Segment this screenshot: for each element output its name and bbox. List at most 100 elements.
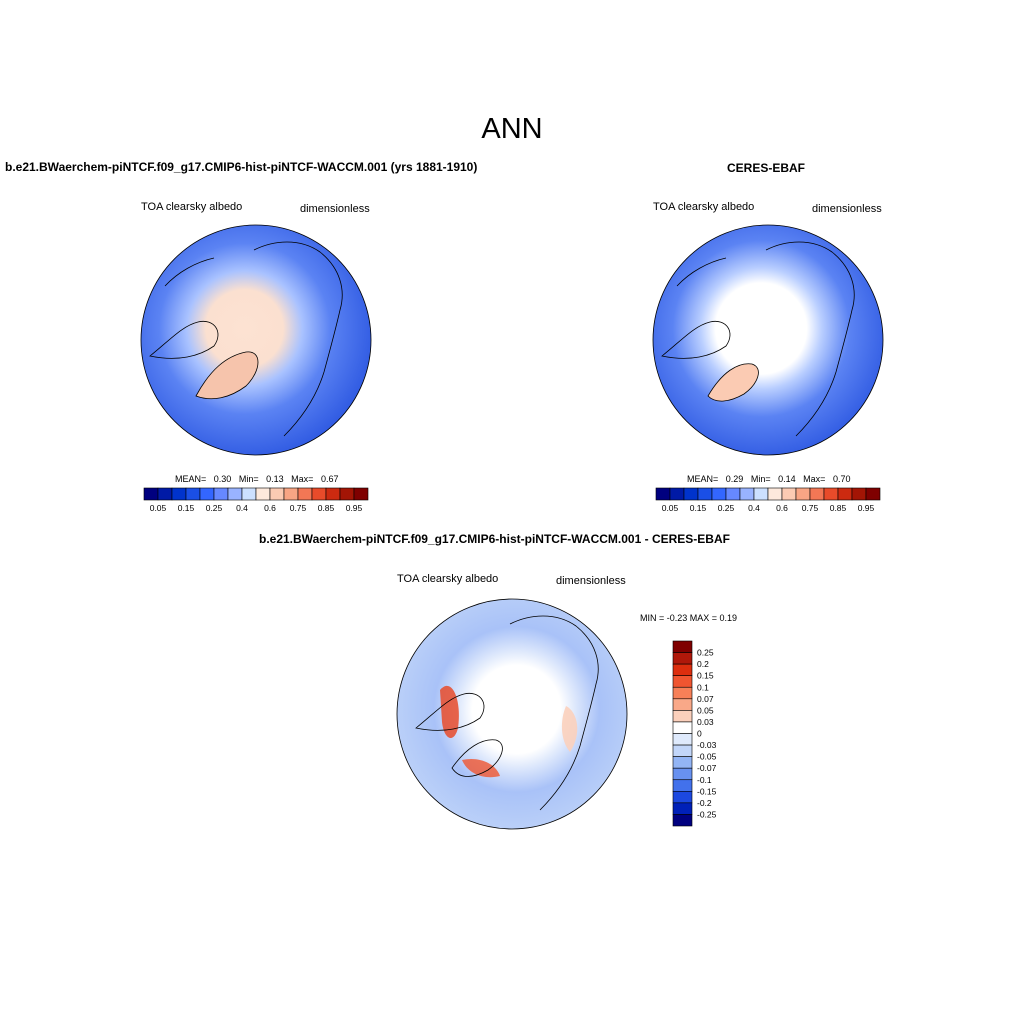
model-units-label: dimensionless xyxy=(300,203,370,215)
colorbar-tick-label: 0.6 xyxy=(264,503,276,513)
colorbar-tick-label: -0.15 xyxy=(697,786,717,796)
model-variable-label: TOA clearsky albedo xyxy=(141,201,243,213)
diff-units-label: dimensionless xyxy=(556,575,626,587)
positive-anomaly-region xyxy=(462,758,500,778)
colorbar-swatch xyxy=(255,487,271,501)
colorbar-tick-label: 0.95 xyxy=(858,503,875,513)
colorbar-swatch xyxy=(297,487,313,501)
diff-map-disk xyxy=(396,598,628,830)
colorbar-swatch xyxy=(672,663,693,676)
colorbar-swatch xyxy=(795,487,811,501)
colorbar-tick-label: 0.05 xyxy=(697,705,714,715)
colorbar-tick-label: 0.25 xyxy=(718,503,735,513)
max-value: 0.70 xyxy=(832,474,851,484)
model-panel-title: b.e21.BWaerchem-piNTCF.f09_g17.CMIP6-his… xyxy=(5,160,478,174)
min-label: Min= xyxy=(238,474,259,484)
obs-map xyxy=(652,224,884,456)
colorbar-swatch xyxy=(781,487,797,501)
colorbar-tick-label: 0 xyxy=(697,729,702,739)
mean-label: MEAN= xyxy=(175,474,207,484)
obs-colorbar: 0.05 0.15 0.25 0.4 0.6 0.75 0.85 0.95 xyxy=(655,487,881,513)
colorbar-tick-label: -0.05 xyxy=(697,752,717,762)
colorbar-tick-label: 0.25 xyxy=(697,648,714,658)
colorbar-tick-label: 0.15 xyxy=(697,671,714,681)
colorbar-swatch xyxy=(851,487,867,501)
eurasia-coast xyxy=(509,615,599,811)
colorbar-tick-label: 0.75 xyxy=(290,503,307,513)
colorbar-swatch xyxy=(269,487,285,501)
colorbar-swatch xyxy=(325,487,341,501)
obs-variable-label: TOA clearsky albedo xyxy=(653,201,755,213)
colorbar-tick-label: 0.75 xyxy=(802,503,819,513)
colorbar-tick-label: 0.03 xyxy=(697,717,714,727)
colorbar-swatch xyxy=(711,487,727,501)
model-colorbar: 0.05 0.15 0.25 0.4 0.6 0.75 0.85 0.95 xyxy=(143,487,369,513)
colorbar-swatch xyxy=(672,721,693,734)
figure-title: ANN xyxy=(481,113,543,145)
colorbar-swatch xyxy=(199,487,215,501)
colorbar-swatch xyxy=(739,487,755,501)
colorbar-tick-label: 0.2 xyxy=(697,659,709,669)
positive-anomaly-region xyxy=(440,685,459,739)
colorbar-tick-label: -0.25 xyxy=(697,809,717,819)
colorbar-swatch xyxy=(823,487,839,501)
colorbar-tick-label: -0.1 xyxy=(697,775,712,785)
diff-minmax: MIN = -0.23 MAX = 0.19 xyxy=(640,613,738,623)
colorbar-swatch xyxy=(655,487,671,501)
diff-map xyxy=(396,598,628,830)
alaska-coast xyxy=(676,257,727,287)
colorbar-tick-label: -0.07 xyxy=(697,763,717,773)
colorbar-swatch xyxy=(672,767,693,781)
canadian-archipelago-coast xyxy=(661,320,731,359)
greenland-shape xyxy=(707,363,759,402)
colorbar-swatch xyxy=(837,487,853,501)
colorbar-swatch xyxy=(143,487,159,501)
colorbar-swatch xyxy=(683,487,699,501)
obs-panel-title: CERES-EBAF xyxy=(727,161,806,175)
max-label: Max= xyxy=(291,474,314,484)
colorbar-tick-label: 0.05 xyxy=(662,503,679,513)
colorbar-swatch xyxy=(672,686,693,700)
colorbar-swatch xyxy=(227,487,243,501)
colorbar-swatch xyxy=(672,814,693,827)
colorbar-swatch xyxy=(283,487,299,501)
colorbar-tick-label: -0.2 xyxy=(697,798,712,808)
colorbar-tick-label: 0.4 xyxy=(748,503,760,513)
colorbar-swatch xyxy=(753,487,769,501)
colorbar-swatch xyxy=(672,779,693,792)
eurasia-coast xyxy=(253,241,343,437)
colorbar-swatch xyxy=(672,640,693,653)
colorbar-swatch xyxy=(767,487,783,501)
alaska-coast xyxy=(164,257,215,287)
colorbar-tick-label: -0.03 xyxy=(697,740,717,750)
greenland-coast xyxy=(451,739,503,777)
greenland-shape xyxy=(195,351,259,400)
colorbar-tick-label: 0.85 xyxy=(318,503,335,513)
colorbar-swatch xyxy=(672,791,693,804)
colorbar-tick-label: 0.1 xyxy=(697,682,709,692)
colorbar-tick-label: 0.4 xyxy=(236,503,248,513)
colorbar-swatch xyxy=(725,487,741,501)
colorbar-swatch xyxy=(672,756,693,769)
min-value: 0.14 xyxy=(778,474,796,484)
mean-value: 0.29 xyxy=(725,474,744,484)
colorbar-swatch xyxy=(339,487,355,501)
colorbar-tick-label: 0.85 xyxy=(830,503,847,513)
mean-value: 0.30 xyxy=(213,474,232,484)
model-map xyxy=(140,224,372,456)
colorbar-tick-label: 0.6 xyxy=(776,503,788,513)
colorbar-tick-label: 0.25 xyxy=(206,503,223,513)
obs-stats: MEAN= 0.29 Min= 0.14 Max= 0.70 xyxy=(687,474,850,484)
canadian-archipelago-coast xyxy=(415,692,485,731)
colorbar-swatch xyxy=(672,698,693,711)
min-value: 0.13 xyxy=(266,474,284,484)
colorbar-swatch xyxy=(353,487,369,501)
colorbar-swatch xyxy=(185,487,201,501)
max-label: Max= xyxy=(803,474,826,484)
colorbar-tick-label: 0.15 xyxy=(178,503,195,513)
diff-colorbar: 0.250.20.150.10.070.050.030-0.03-0.05-0.… xyxy=(672,640,717,827)
obs-units-label: dimensionless xyxy=(812,203,882,215)
mean-label: MEAN= xyxy=(687,474,719,484)
colorbar-swatch xyxy=(865,487,881,501)
